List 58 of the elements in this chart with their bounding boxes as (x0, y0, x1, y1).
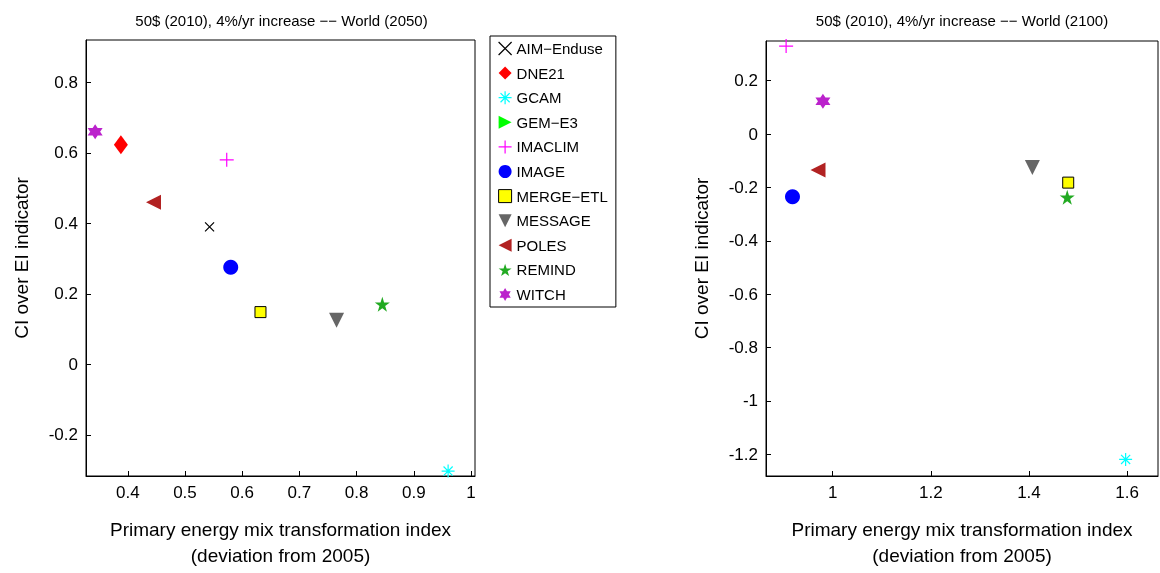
x-tick-label: 0.5 (173, 483, 197, 502)
y-tick-label: -0.2 (728, 177, 758, 197)
point (810, 162, 826, 178)
point (374, 296, 390, 312)
point (785, 189, 800, 205)
point (1024, 159, 1040, 175)
legend-label: IMACLIM (516, 138, 580, 156)
legend-label: IMAGE (516, 163, 565, 180)
point (1059, 189, 1075, 205)
point (223, 259, 239, 275)
point (146, 194, 161, 210)
y-tick-label: -1 (742, 391, 758, 411)
point (219, 152, 235, 168)
y-tick-label: 0.4 (54, 213, 78, 233)
legend-label: GEM−E3 (516, 113, 578, 131)
y-tick-label: -0.6 (728, 284, 758, 304)
point (113, 135, 128, 155)
y-tick-label: 0.2 (734, 71, 758, 91)
point (204, 221, 215, 232)
x-tick-label: 0.6 (230, 483, 254, 502)
legend-label: REMIND (516, 261, 576, 279)
point (1062, 176, 1075, 189)
y-tick-label: 0.8 (54, 72, 78, 92)
x-tick-label: 1 (827, 483, 838, 502)
y-tick-label: -0.2 (48, 425, 78, 445)
y-tick-label: 0 (748, 124, 758, 144)
x-tick-label: 0.4 (115, 483, 140, 502)
legend-label: MESSAGE (516, 212, 591, 230)
legend-label: DNE21 (516, 64, 565, 82)
point (329, 312, 345, 328)
chart-title: 50$ (2010), 4%/yr increase −− World (2050) (135, 12, 428, 29)
legend-label: WITCH (516, 286, 566, 303)
legend-label: AIM−Enduse (516, 40, 603, 57)
point (1118, 452, 1133, 467)
x-tick-label: 1.6 (1115, 483, 1139, 502)
legend-label: MERGE−ETL (516, 187, 608, 205)
y-axis-title: CI over EI indicator (10, 176, 32, 339)
x-axis-title: Primary energy mix transformation index (deviation from 2005) (791, 518, 1134, 566)
point (441, 463, 456, 479)
x-tick-label: 1 (466, 483, 476, 502)
x-axis-title: Primary energy mix transformation index (deviation from 2005) (109, 518, 452, 566)
y-axis-title: CI over EI indicator (690, 177, 712, 340)
legend-label: GCAM (516, 89, 562, 107)
y-tick-label: 0 (68, 354, 78, 374)
y-tick-label: -1.2 (728, 444, 758, 464)
x-tick-label: 1.2 (919, 483, 943, 502)
chart-title: 50$ (2010), 4%/yr increase −− World (2100) (815, 12, 1109, 29)
y-tick-label: 0.2 (54, 284, 78, 304)
x-tick-label: 0.8 (344, 483, 369, 502)
y-tick-label: -0.4 (728, 231, 758, 251)
legend-label: POLES (516, 236, 567, 254)
point (254, 306, 267, 319)
x-tick-label: 0.9 (401, 483, 426, 502)
y-tick-label: -0.8 (728, 337, 758, 357)
x-tick-label: 1.4 (1017, 483, 1041, 502)
point (778, 38, 794, 54)
x-tick-label: 0.7 (287, 483, 312, 502)
y-tick-label: 0.6 (54, 143, 78, 163)
